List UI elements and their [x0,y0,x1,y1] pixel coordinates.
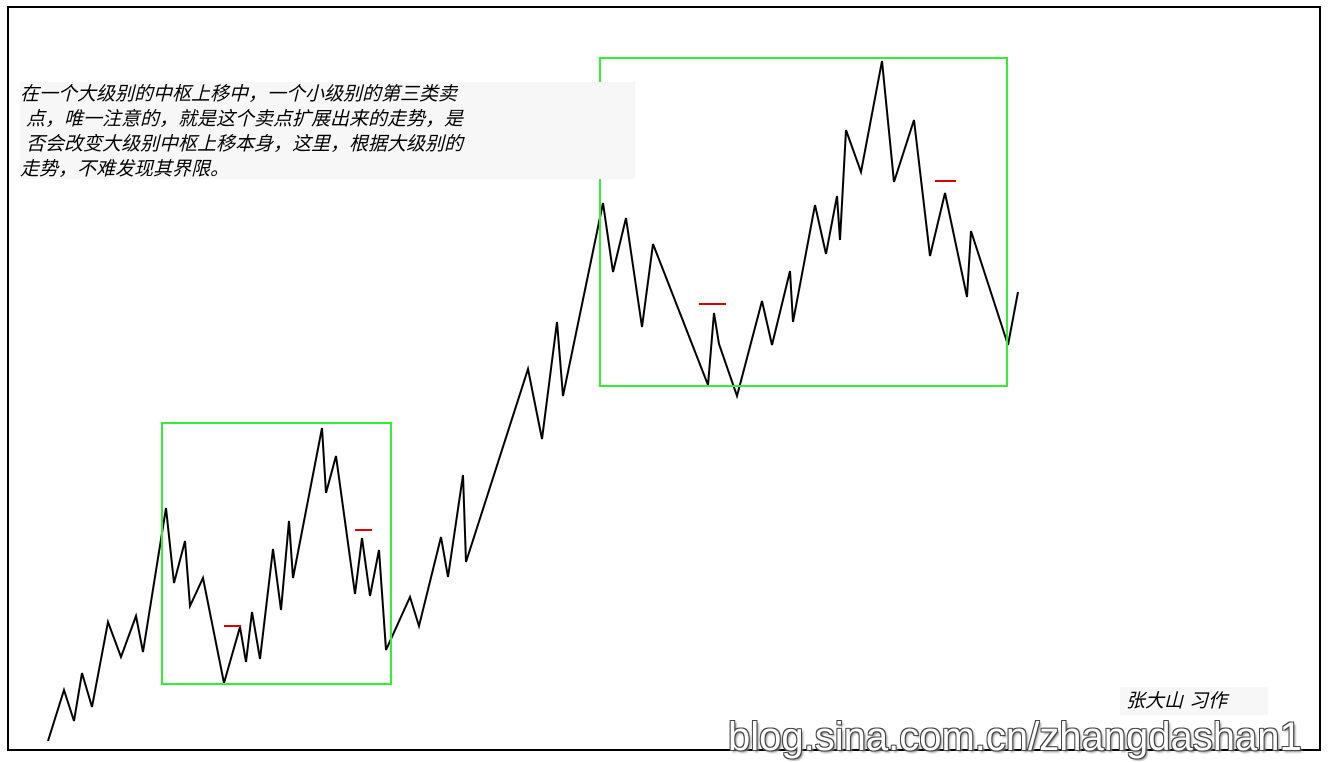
annotation-line: 点，唯一注意的，就是这个卖点扩展出来的走势，是 [20,108,464,130]
zone-box-lower [161,422,392,685]
blog-watermark: blog.sina.com.cn/zhangdashan1 [728,715,1302,759]
author-signature: 张大山 习作 [1120,687,1268,715]
annotation-line: 否会改变大级别中枢上移本身，这里，根据大级别的 [20,133,464,155]
zone-box-upper [599,57,1008,387]
annotation-line: 在一个大级别的中枢上移中，一个小级别的第三类卖 [20,83,458,105]
annotation-note: 在一个大级别的中枢上移中，一个小级别的第三类卖 点，唯一注意的，就是这个卖点扩展… [20,82,635,180]
price-zigzag-line [47,60,1019,742]
annotation-line: 走势，不难发现其界限。 [20,158,230,180]
